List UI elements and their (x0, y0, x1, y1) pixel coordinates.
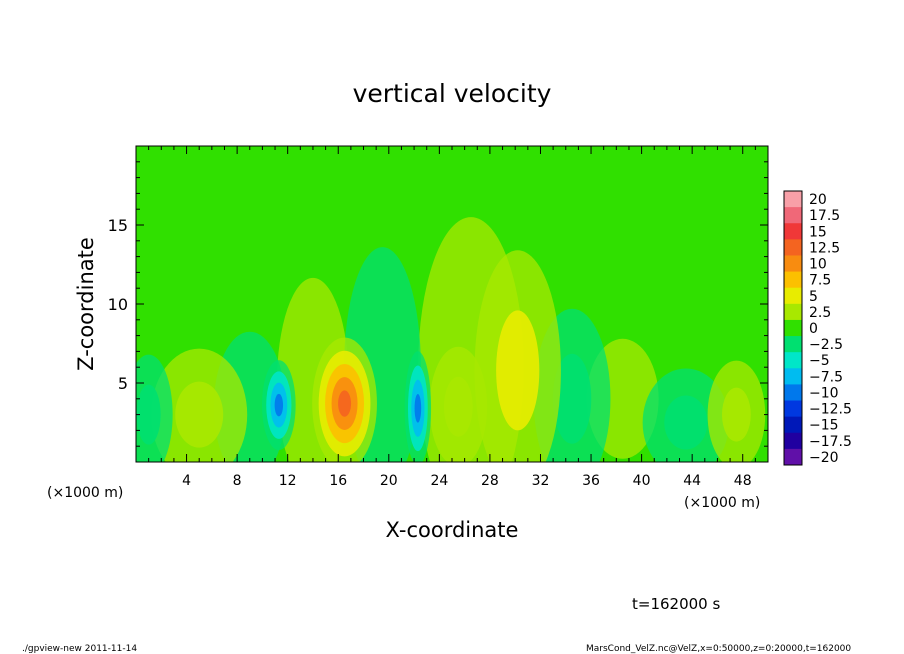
colorbar-label: −20 (809, 450, 839, 466)
y-axis-label: Z-coordinate (74, 237, 98, 371)
y-tick-label: 5 (118, 374, 128, 393)
footer-left: ./gpview-new 2011-11-14 (22, 644, 137, 654)
x-axis-label: X-coordinate (386, 518, 519, 542)
colorbar-label: −10 (809, 386, 839, 402)
colorbar-label: 17.5 (809, 208, 840, 224)
velocity-cell (429, 346, 488, 462)
colorbar-label: 15 (809, 224, 827, 240)
colorbar: 2017.51512.5107.552.50−2.5−5−7.5−10−12.5… (783, 190, 852, 466)
colorbar-label: 20 (809, 192, 827, 208)
colorbar-label: −17.5 (809, 434, 852, 450)
chart-title: vertical velocity (353, 79, 552, 108)
velocity-level (443, 376, 473, 437)
x-tick-label: 20 (380, 473, 398, 489)
colorbar-swatch (784, 368, 802, 385)
velocity-cell (474, 250, 561, 462)
velocity-cell (642, 368, 730, 462)
colorbar-label: −7.5 (809, 369, 843, 385)
colorbar-label: 0 (809, 321, 818, 337)
colorbar-swatch (784, 271, 802, 289)
colorbar-swatch (784, 448, 802, 466)
velocity-level (274, 393, 284, 417)
x-tick-label: 8 (233, 473, 242, 489)
colorbar-label: −2.5 (809, 337, 843, 353)
velocity-cell (707, 360, 766, 462)
velocity-level (722, 387, 751, 442)
x-tick-label: 36 (582, 473, 600, 489)
colorbar-swatch (784, 303, 802, 321)
colorbar-swatch (784, 207, 802, 224)
velocity-cell (136, 354, 173, 462)
colorbar-label: −5 (809, 353, 830, 369)
colorbar-frame (783, 190, 803, 466)
colorbar-swatch (784, 352, 802, 369)
x-tick-label: 40 (633, 473, 651, 489)
velocity-level (496, 310, 540, 431)
colorbar-swatch (784, 432, 802, 450)
x-tick-label: 28 (481, 473, 499, 489)
x-tick-label: 44 (683, 473, 701, 489)
colorbar-swatch (784, 336, 802, 353)
colorbar-label: 12.5 (809, 240, 840, 256)
footer-right: MarsCond_VelZ.nc@VelZ,x=0:50000,z=0:2000… (586, 644, 851, 654)
velocity-level (136, 384, 161, 445)
colorbar-swatch (784, 239, 802, 256)
y-tick-label: 15 (108, 216, 128, 235)
colorbar-swatch (784, 400, 802, 418)
colorbar-label: 2.5 (809, 305, 831, 321)
velocity-cell (312, 337, 377, 462)
velocity-level (664, 395, 708, 450)
x-tick-label: 24 (430, 473, 448, 489)
velocity-level (414, 393, 422, 423)
x-tick-label: 4 (182, 473, 191, 489)
y-axis-unit: (×1000 m) (47, 485, 123, 501)
colorbar-swatch (784, 287, 802, 305)
velocity-level (552, 353, 592, 444)
colorbar-swatch (784, 416, 802, 434)
y-tick-label: 10 (108, 295, 128, 314)
velocity-cell (262, 360, 296, 451)
colorbar-swatch (784, 384, 802, 402)
x-axis-unit: (×1000 m) (684, 495, 760, 511)
velocity-level (175, 381, 224, 448)
velocity-cell (404, 351, 432, 462)
colorbar-label: 7.5 (809, 273, 831, 289)
colorbar-label: 10 (809, 257, 827, 273)
x-tick-label: 48 (734, 473, 752, 489)
colorbar-swatch (784, 255, 802, 273)
colorbar-label: 5 (809, 289, 818, 305)
colorbar-swatch (784, 191, 802, 208)
colorbar-swatch (784, 319, 802, 337)
velocity-cell (151, 348, 248, 462)
colorbar-label: −15 (809, 418, 839, 434)
x-tick-label: 32 (532, 473, 550, 489)
colorbar-label: −12.5 (809, 402, 852, 418)
x-tick-label: 16 (329, 473, 347, 489)
velocity-level (338, 390, 352, 417)
colorbar-swatch (784, 223, 802, 240)
x-tick-label: 12 (279, 473, 297, 489)
time-label: t=162000 s (632, 595, 720, 613)
